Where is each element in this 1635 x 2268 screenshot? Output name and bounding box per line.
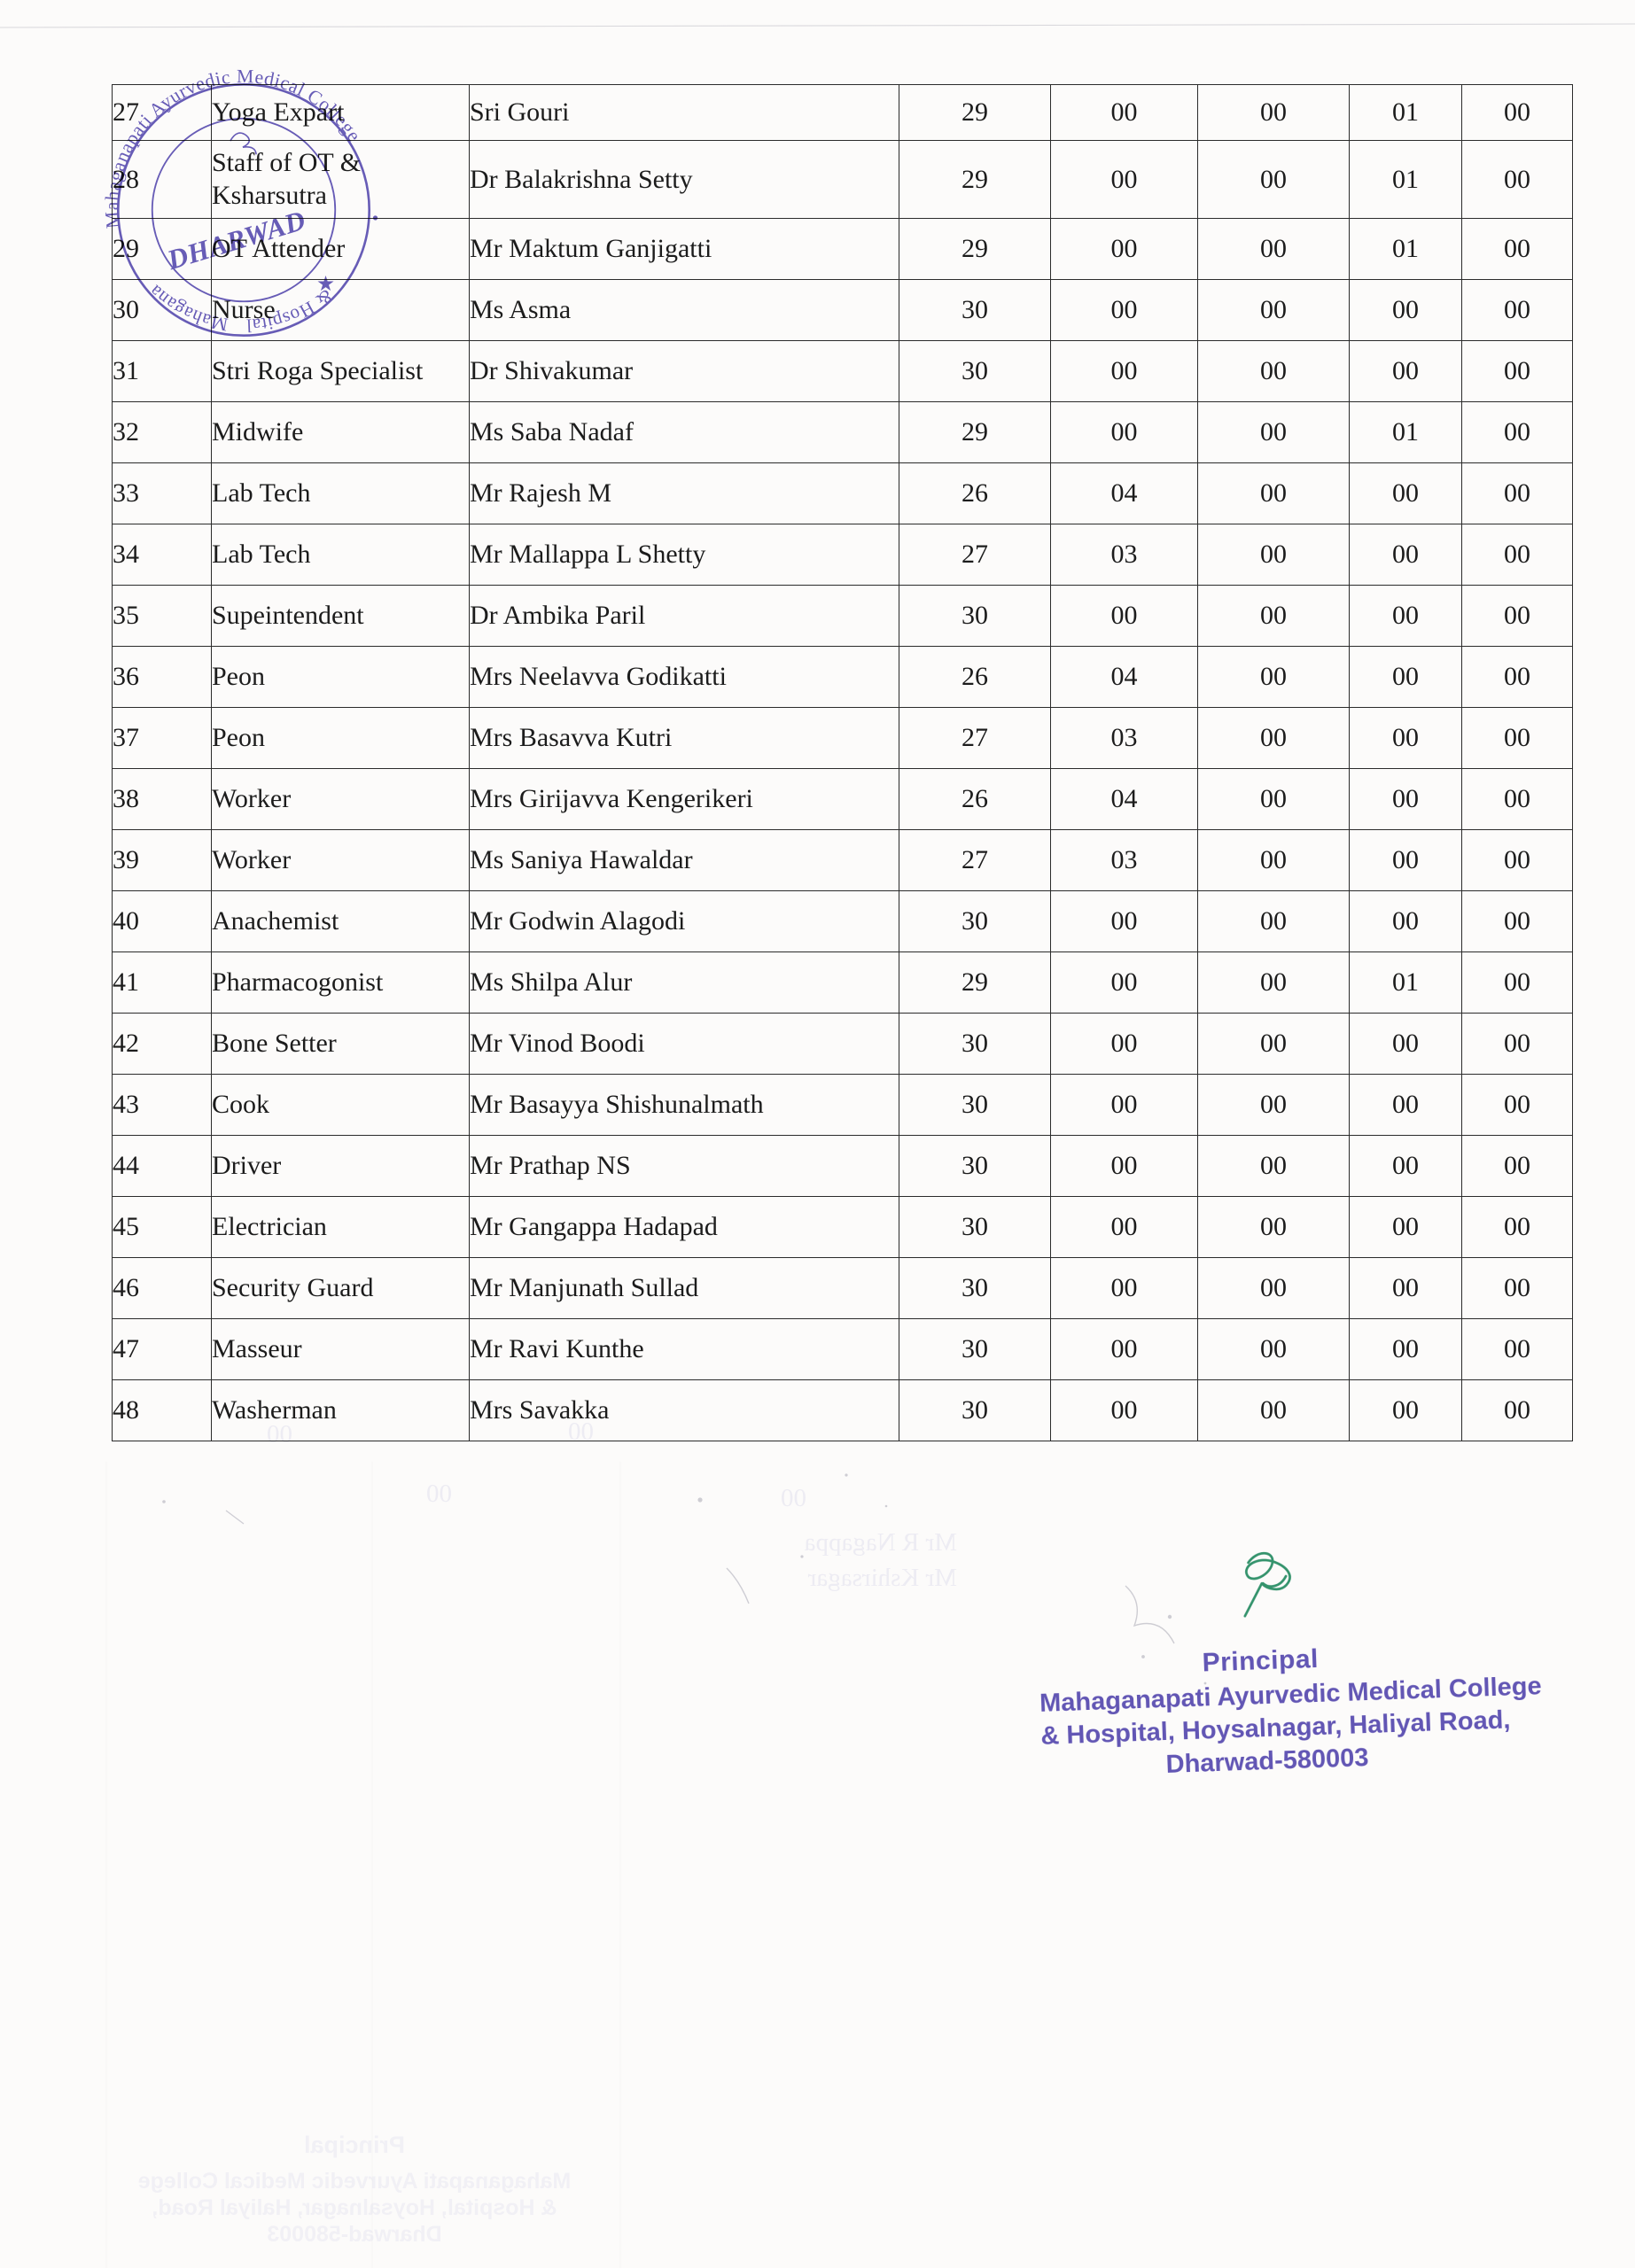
svg-text:Mahaganapati Ayurvedic Medical: Mahaganapati Ayurvedic Medical College xyxy=(138,2169,572,2194)
svg-text:Principal: Principal xyxy=(304,2132,405,2158)
svg-text:★: ★ xyxy=(316,273,335,296)
svg-text:& Hospital, Hoysalnagar, Haliy: & Hospital, Hoysalnagar, Haliyal Road, xyxy=(152,2195,557,2220)
svg-text:00: 00 xyxy=(426,1480,452,1508)
svg-text:Mr Kshirsagar: Mr Kshirsagar xyxy=(807,1564,957,1592)
svg-text:Dharwad-580003: Dharwad-580003 xyxy=(267,2222,441,2247)
svg-text:Mahaganapati Ayurvedic Medical: Mahaganapati Ayurvedic Medical College xyxy=(101,66,365,229)
svg-text:DHARWAD: DHARWAD xyxy=(163,205,309,276)
svg-text:•: • xyxy=(364,214,386,222)
svg-text:Mr R Nagappa: Mr R Nagappa xyxy=(805,1528,957,1557)
svg-text:00: 00 xyxy=(781,1484,806,1512)
